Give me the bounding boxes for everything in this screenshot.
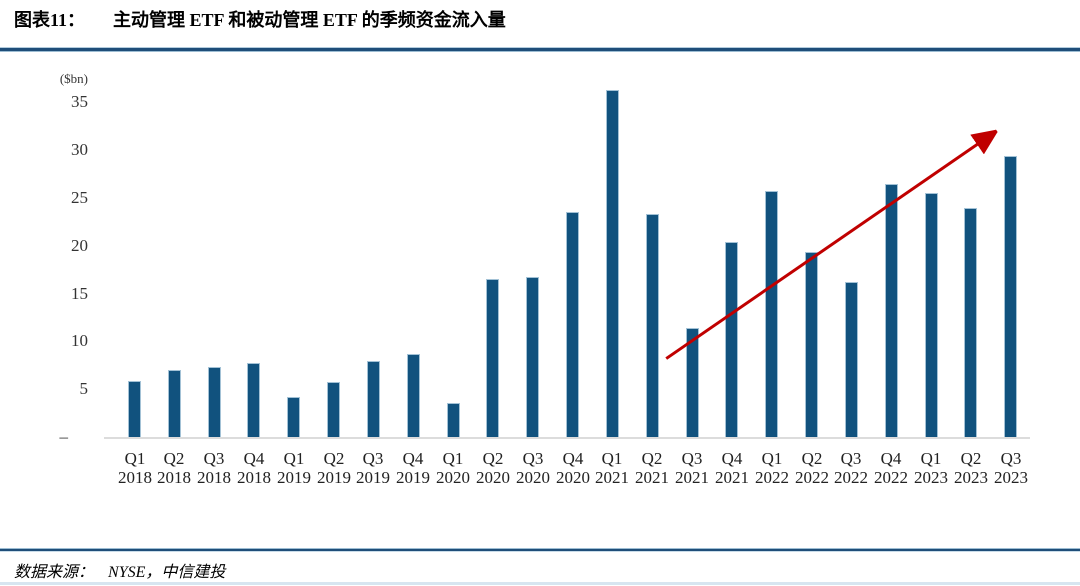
y-tick-label: 15 [71, 283, 88, 303]
y-tick-label: – [59, 427, 69, 446]
y-tick-label: 10 [71, 331, 88, 351]
bar-Q1-2021 [606, 90, 619, 437]
bar-Q4-2022 [885, 184, 898, 437]
bar-Q2-2022 [805, 252, 818, 437]
x-tick-label: Q2 2021 [635, 449, 669, 487]
source-text: NYSE，中信建投 [108, 564, 226, 581]
source-note: 数据来源： NYSE，中信建投 [14, 558, 225, 582]
x-tick-label: Q1 2021 [595, 449, 629, 487]
bar-Q1-2023 [925, 193, 938, 437]
x-tick-label: Q1 2019 [277, 449, 311, 487]
x-tick-label: Q4 2022 [874, 449, 908, 487]
figure-title-text: 主动管理 ETF 和被动管理 ETF 的季频资金流入量 [113, 10, 506, 30]
x-tick-label: Q2 2023 [954, 449, 988, 487]
x-tick-label: Q1 2020 [436, 449, 470, 487]
bar-Q3-2021 [686, 328, 699, 437]
bar-Q2-2023 [964, 208, 977, 437]
y-tick-label: 20 [71, 235, 88, 255]
x-tick-label: Q2 2018 [157, 449, 191, 487]
bar-Q2-2021 [646, 214, 659, 437]
bar-Q4-2021 [725, 242, 738, 437]
figure-number-label: 图表11： [14, 10, 86, 30]
x-tick-label: Q4 2021 [715, 449, 749, 487]
bar-Q2-2020 [486, 279, 499, 437]
x-tick-label: Q3 2023 [994, 449, 1028, 487]
y-tick-label: 30 [71, 140, 88, 160]
bar-Q4-2019 [407, 354, 420, 437]
figure-title: 图表11： 主动管理 ETF 和被动管理 ETF 的季频资金流入量 [14, 6, 506, 32]
y-tick-label: 35 [71, 92, 88, 112]
bar-Q3-2022 [845, 282, 858, 437]
bar-Q1-2018 [128, 381, 141, 437]
y-tick-label: 5 [79, 379, 89, 399]
x-tick-label: Q4 2019 [396, 449, 430, 487]
y-tick-label: 25 [71, 187, 88, 207]
bar-Q1-2020 [447, 403, 460, 437]
bar-Q2-2019 [327, 382, 340, 437]
y-axis-unit-label: ($bn) [59, 71, 88, 86]
bar-Q4-2018 [247, 363, 260, 437]
bar-Q4-2020 [566, 212, 579, 437]
x-tick-label: Q3 2021 [675, 449, 709, 487]
bar-Q3-2023 [1004, 156, 1017, 437]
x-tick-label: Q3 2018 [197, 449, 231, 487]
x-tick-label: Q3 2022 [834, 449, 868, 487]
x-tick-label: Q1 2018 [118, 449, 152, 487]
footer-separator [0, 548, 1080, 552]
x-tick-label: Q1 2022 [755, 449, 789, 487]
x-tick-label: Q4 2018 [237, 449, 271, 487]
bottom-border [0, 582, 1080, 585]
bar-Q3-2020 [526, 277, 539, 437]
bar-Q2-2018 [168, 370, 181, 437]
bar-Q3-2018 [208, 367, 221, 437]
x-axis-line [104, 437, 1030, 439]
bar-Q1-2022 [765, 191, 778, 437]
x-tick-label: Q2 2022 [795, 449, 829, 487]
x-tick-label: Q3 2019 [356, 449, 390, 487]
x-tick-label: Q4 2020 [556, 449, 590, 487]
x-tick-label: Q1 2023 [914, 449, 948, 487]
bar-Q3-2019 [367, 361, 380, 437]
source-label: 数据来源： [14, 564, 95, 581]
title-separator [0, 47, 1080, 52]
bar-Q1-2019 [287, 397, 300, 437]
x-tick-label: Q3 2020 [516, 449, 550, 487]
x-tick-label: Q2 2019 [317, 449, 351, 487]
x-tick-label: Q2 2020 [476, 449, 510, 487]
